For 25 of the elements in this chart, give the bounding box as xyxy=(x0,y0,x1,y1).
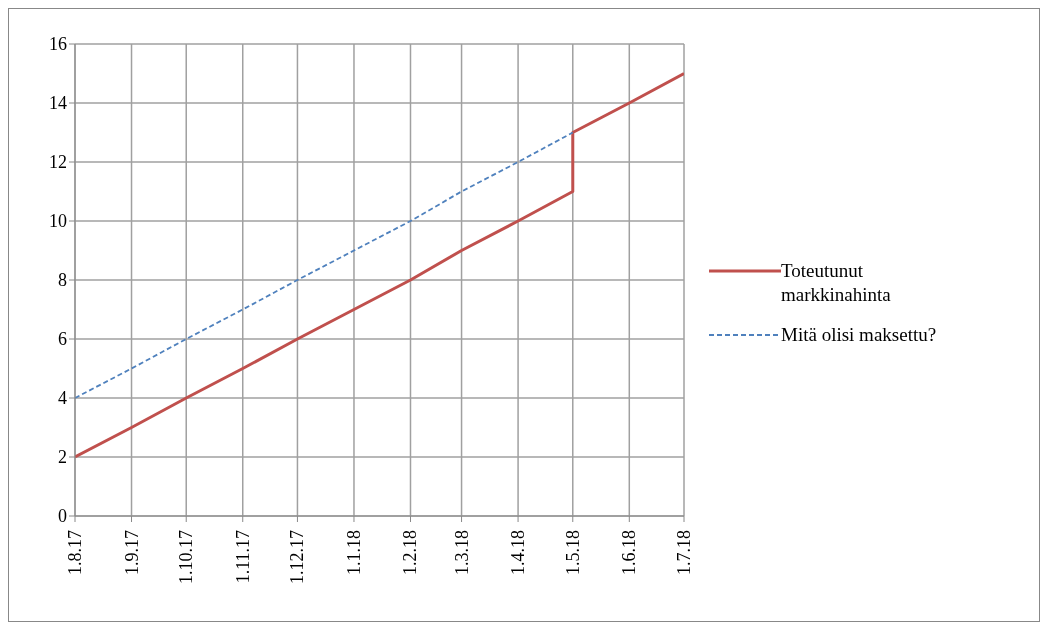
y-tick-label: 8 xyxy=(58,270,67,291)
x-tick-label: 1.5.18 xyxy=(562,530,583,575)
x-tick-label: 1.8.17 xyxy=(65,530,85,575)
x-tick-label: 1.10.17 xyxy=(176,530,197,584)
x-tick-label: 1.7.18 xyxy=(674,530,694,575)
y-tick-label: 6 xyxy=(58,329,67,350)
y-tick-label: 4 xyxy=(58,388,67,409)
y-tick-label: 10 xyxy=(49,211,67,232)
y-tick-label: 12 xyxy=(49,152,67,173)
legend-label: Toteutunut markkinahinta xyxy=(781,259,892,307)
x-tick-label: 1.4.18 xyxy=(508,530,529,575)
x-tick-label: 1.3.18 xyxy=(451,530,472,575)
y-tick-label: 2 xyxy=(58,447,67,468)
y-tick-label: 16 xyxy=(49,34,67,55)
legend-label: Mitä olisi maksettu? xyxy=(781,323,938,347)
x-tick-label: 1.12.17 xyxy=(287,530,308,584)
x-tick-label: 1.11.17 xyxy=(232,530,253,584)
x-tick-label: 1.2.18 xyxy=(400,530,421,575)
x-tick-label: 1.6.18 xyxy=(619,530,640,575)
y-tick-label: 0 xyxy=(58,506,67,527)
line-series xyxy=(75,131,574,399)
line-series xyxy=(75,72,684,459)
y-tick-label: 14 xyxy=(49,93,67,114)
x-tick-label: 1.1.18 xyxy=(343,530,364,575)
x-tick-label: 1.9.17 xyxy=(121,530,142,575)
